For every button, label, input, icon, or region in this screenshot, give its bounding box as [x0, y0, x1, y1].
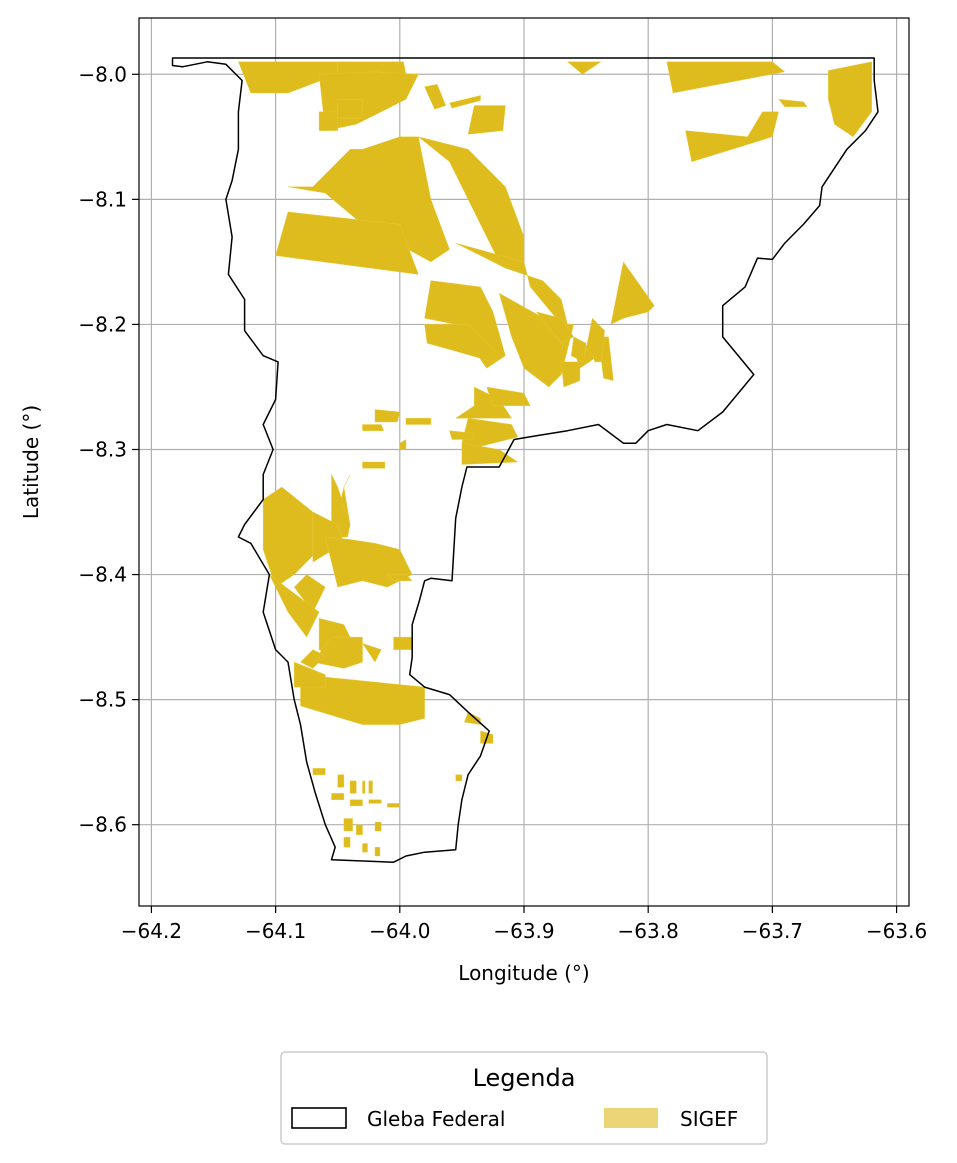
- y-tick-label: −8.6: [78, 813, 127, 837]
- sigef-parcel: [368, 799, 382, 804]
- sigef-parcel: [486, 386, 531, 406]
- x-tick-label: −64.2: [121, 919, 182, 943]
- sigef-parcel: [386, 574, 413, 581]
- legend: Legenda Gleba Federal SIGEF: [280, 1051, 768, 1145]
- y-tick-label: −8.4: [78, 563, 127, 587]
- sigef-parcel: [666, 61, 786, 94]
- sigef-parcel: [362, 461, 386, 469]
- sigef-parcel: [238, 61, 351, 94]
- sigef-parcel: [393, 636, 413, 650]
- x-tick-label: −63.7: [742, 919, 803, 943]
- sigef-parcel: [455, 774, 463, 782]
- legend-swatch-gleba-federal: [291, 1107, 347, 1129]
- sigef-parcel: [374, 847, 381, 857]
- sigef-parcel: [362, 780, 366, 794]
- sigef-parcel: [349, 799, 363, 807]
- sigef-parcel: [331, 793, 345, 800]
- sigef-parcel: [405, 418, 432, 425]
- sigef-parcel: [570, 336, 587, 363]
- sigef-parcel: [374, 409, 401, 423]
- sigef-parcel: [362, 843, 368, 853]
- sigef-parcel: [343, 837, 351, 848]
- sigef-parcel: [828, 61, 872, 138]
- sigef-parcel: [424, 324, 500, 363]
- sigef-parcel: [263, 486, 314, 588]
- x-tick-label: −64.0: [369, 919, 430, 943]
- legend-swatch-sigef: [604, 1108, 658, 1128]
- sigef-parcel: [424, 84, 447, 110]
- y-tick-label: −8.5: [78, 688, 127, 712]
- legend-label-gleba-federal: Gleba Federal: [367, 1107, 505, 1131]
- sigef-parcel: [449, 430, 475, 440]
- sigef-parcel: [449, 95, 481, 109]
- x-tick-label: −64.1: [245, 919, 306, 943]
- sigef-parcel: [585, 317, 605, 363]
- sigef-parcel: [566, 61, 602, 75]
- sigef-parcel: [467, 105, 506, 135]
- sigef-parcel: [362, 643, 382, 663]
- sigef-parcel: [269, 574, 320, 638]
- legend-label-sigef: SIGEF: [680, 1107, 738, 1131]
- sigef-parcel: [294, 661, 326, 688]
- sigef-parcel: [610, 261, 655, 325]
- sigef-parcel: [343, 818, 353, 832]
- y-tick-label: −8.3: [78, 437, 127, 461]
- sigef-parcel: [287, 136, 450, 263]
- y-axis-label: Latitude (°): [19, 405, 43, 519]
- sigef-parcel: [464, 711, 481, 725]
- y-tick-label: −8.2: [78, 312, 127, 336]
- sigef-parcel: [349, 780, 357, 794]
- sigef-parcel: [337, 774, 345, 788]
- sigef-parcel: [275, 211, 419, 275]
- sigef-parcel: [685, 111, 779, 163]
- x-tick-label: −63.8: [618, 919, 679, 943]
- sigef-parcel: [300, 649, 326, 669]
- sigef-parcel: [374, 822, 382, 832]
- x-tick-label: −63.6: [866, 919, 927, 943]
- sigef-parcels-layer: [238, 61, 872, 857]
- y-tick-label: −8.0: [78, 62, 127, 86]
- x-axis-ticks: −64.2 −64.1 −64.0 −63.9 −63.8 −63.7 −63.6: [121, 906, 927, 943]
- sigef-parcel: [561, 361, 581, 388]
- sigef-parcel: [387, 803, 400, 808]
- sigef-parcel: [318, 111, 338, 131]
- sigef-parcel: [356, 824, 363, 835]
- legend-title: Legenda: [473, 1064, 576, 1092]
- x-tick-label: −63.9: [493, 919, 554, 943]
- sigef-parcel: [399, 439, 407, 450]
- sigef-parcel: [312, 768, 326, 775]
- sigef-parcel: [778, 99, 808, 108]
- sigef-parcel: [362, 424, 384, 431]
- y-tick-label: −8.1: [78, 187, 127, 211]
- sigef-parcel: [368, 780, 373, 794]
- x-axis-label: Longitude (°): [458, 961, 589, 985]
- gleba-federal-boundary: [171, 57, 879, 863]
- sigef-parcel: [337, 99, 363, 119]
- y-axis-ticks: −8.0 −8.1 −8.2 −8.3 −8.4 −8.5 −8.6: [78, 62, 139, 837]
